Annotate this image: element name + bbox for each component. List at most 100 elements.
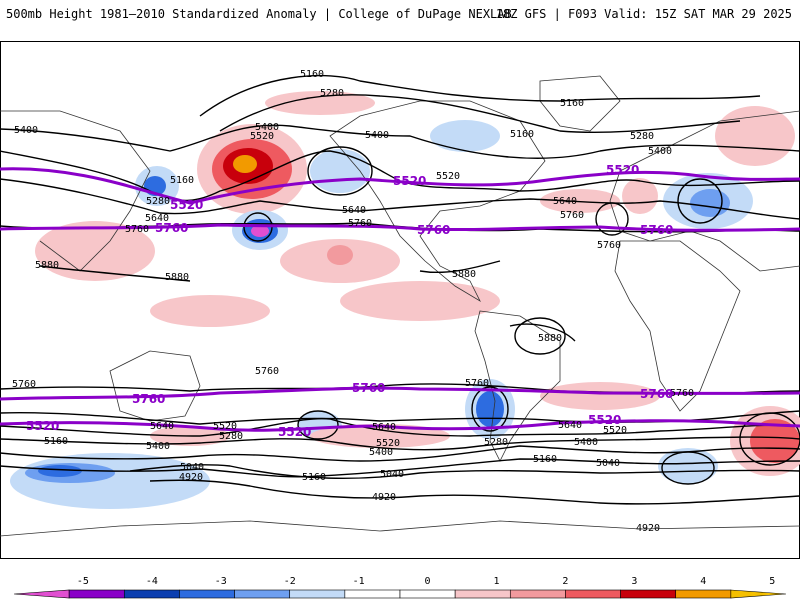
label-5760-africa: 5760 bbox=[597, 240, 621, 251]
ref-contour-5760-south bbox=[0, 386, 800, 401]
map-title: 500mb Height 1981–2010 Standardized Anom… bbox=[6, 7, 512, 21]
label-5520-pacific: 5520 bbox=[250, 131, 274, 142]
contour-5520-south bbox=[0, 417, 800, 437]
colorbar-swatch bbox=[730, 589, 787, 599]
label-5400-east: 5400 bbox=[648, 146, 672, 157]
label-5040-satl: 5040 bbox=[596, 458, 620, 469]
negative-anomaly-central-pacific-core bbox=[251, 225, 269, 237]
colorbar-swatch bbox=[13, 589, 70, 599]
positive-anomaly-china bbox=[35, 221, 155, 281]
label-4920-sw: 4920 bbox=[179, 472, 203, 483]
ref-label-5760-atlantic: 5760 bbox=[417, 223, 450, 237]
ref-label-5520-europe: 5520 bbox=[606, 163, 639, 177]
label-5760-sp: 5760 bbox=[255, 366, 279, 377]
label-5160-sp: 5160 bbox=[302, 472, 326, 483]
colorbar-tick-label: 5 bbox=[769, 576, 775, 587]
contour-5640-north bbox=[0, 178, 800, 220]
colorbar-tick-label: -1 bbox=[353, 576, 365, 587]
colorbar-tick-label: -4 bbox=[146, 576, 158, 587]
label-5640-atlantic: 5640 bbox=[553, 196, 577, 207]
positive-anomaly-npacific-peak bbox=[233, 155, 257, 173]
negative-anomaly-south-indian bbox=[658, 448, 718, 484]
contour-5280-north bbox=[219, 94, 741, 134]
ref-label-5520-sp: 5520 bbox=[278, 425, 311, 439]
colorbar-tick-label: 2 bbox=[562, 576, 568, 587]
label-5880-caribbean: 5880 bbox=[452, 269, 476, 280]
header: 500mb Height 1981–2010 Standardized Anom… bbox=[0, 0, 800, 30]
positive-anomaly-ep-core bbox=[327, 245, 353, 265]
colorbar-swatch bbox=[454, 589, 511, 599]
label-5400-satl: 5400 bbox=[574, 437, 598, 448]
south-america-coast bbox=[474, 310, 561, 462]
label-5160-sw: 5160 bbox=[44, 436, 68, 447]
africa-coast bbox=[614, 240, 741, 412]
colorbar-tick-label: 1 bbox=[493, 576, 499, 587]
contour-5160-north bbox=[199, 74, 761, 117]
negative-anomaly-south-america-core bbox=[476, 391, 504, 427]
closed-high-sh-atlantic bbox=[739, 412, 800, 466]
colorbar-tick-label: 0 bbox=[425, 576, 431, 587]
contour-5880-caribbean bbox=[419, 260, 501, 274]
ref-label-5760-pacific: 5760 bbox=[155, 221, 188, 235]
contour-4920-south bbox=[149, 479, 800, 505]
label-5640-sw: 5640 bbox=[150, 421, 174, 432]
contour-5880-south-america bbox=[509, 323, 576, 342]
contour-5880-west bbox=[39, 265, 191, 282]
ref-label-5520-sw: 5520 bbox=[26, 419, 59, 433]
label-5160-satl: 5160 bbox=[533, 454, 557, 465]
north-america-coast bbox=[329, 100, 546, 303]
colorbar-swatch bbox=[344, 589, 401, 599]
contour-5160-south bbox=[0, 458, 800, 478]
negative-anomaly-southern-ocean-core bbox=[38, 465, 82, 477]
colorbar-swatch bbox=[399, 589, 456, 599]
positive-anomaly-south-pacific bbox=[310, 424, 450, 448]
label-5280-east: 5280 bbox=[630, 131, 654, 142]
colorbar-tick-label: -5 bbox=[77, 576, 89, 587]
label-5280-sw: 5280 bbox=[219, 431, 243, 442]
negative-anomaly-alaska-bc bbox=[310, 149, 370, 193]
label-5160-japan: 5160 bbox=[170, 175, 194, 186]
ref-contour-5520-north bbox=[0, 167, 800, 205]
closed-low-sa bbox=[471, 386, 509, 432]
colorbar-swatch bbox=[675, 589, 732, 599]
label-5520-satl: 5520 bbox=[603, 425, 627, 436]
ref-label-5520-us: 5520 bbox=[393, 174, 426, 188]
contour-5640-south bbox=[0, 410, 800, 425]
label-5760-se: 5760 bbox=[670, 388, 694, 399]
label-5760-japan: 5760 bbox=[125, 224, 149, 235]
closed-low-atlantic bbox=[595, 202, 629, 236]
label-5520-sp: 5520 bbox=[376, 438, 400, 449]
contour-5280-south bbox=[0, 445, 800, 462]
colorbar-swatch bbox=[565, 589, 621, 599]
closed-high-caribbean bbox=[514, 317, 566, 355]
label-5160-top: 5160 bbox=[300, 69, 324, 80]
closed-low-south-indian bbox=[661, 451, 715, 485]
closed-low-south-pacific bbox=[297, 410, 339, 440]
label-5160-ne: 5160 bbox=[560, 98, 584, 109]
label-5280-top: 5280 bbox=[320, 88, 344, 99]
positive-anomaly-west-pacific bbox=[150, 295, 270, 327]
ref-label-5760-se: 5760 bbox=[640, 387, 673, 401]
contour-5040-south bbox=[129, 464, 800, 480]
label-5880-china: 5880 bbox=[165, 272, 189, 283]
label-5520-us: 5520 bbox=[436, 171, 460, 182]
label-5760-sw: 5760 bbox=[12, 379, 36, 390]
colorbar-swatch bbox=[234, 589, 291, 599]
positive-anomaly-tropical-pacific bbox=[340, 281, 500, 321]
ref-label-5520-sa: 5520 bbox=[588, 413, 621, 427]
eurasia-coast bbox=[0, 110, 800, 272]
colorbar: -5 -4 -3 -2 -1 0 1 2 3 4 5 bbox=[13, 576, 787, 599]
colorbar-swatch bbox=[509, 589, 566, 599]
colorbar-swatch bbox=[620, 589, 677, 599]
positive-anomaly-siberia bbox=[715, 106, 795, 166]
australia-coast bbox=[109, 350, 201, 422]
contour-5400-north bbox=[0, 124, 800, 159]
label-5880-west: 5880 bbox=[35, 260, 59, 271]
colorbar-swatch bbox=[123, 589, 180, 599]
closed-low-europe bbox=[677, 178, 723, 224]
label-5880-sa: 5880 bbox=[538, 333, 562, 344]
label-5280-japan: 5280 bbox=[146, 196, 170, 207]
colorbar-swatch bbox=[68, 589, 125, 599]
colorbar-tick-label: 4 bbox=[700, 576, 706, 587]
colorbar-ticks: -5 -4 -3 -2 -1 0 1 2 3 4 5 bbox=[77, 576, 775, 587]
